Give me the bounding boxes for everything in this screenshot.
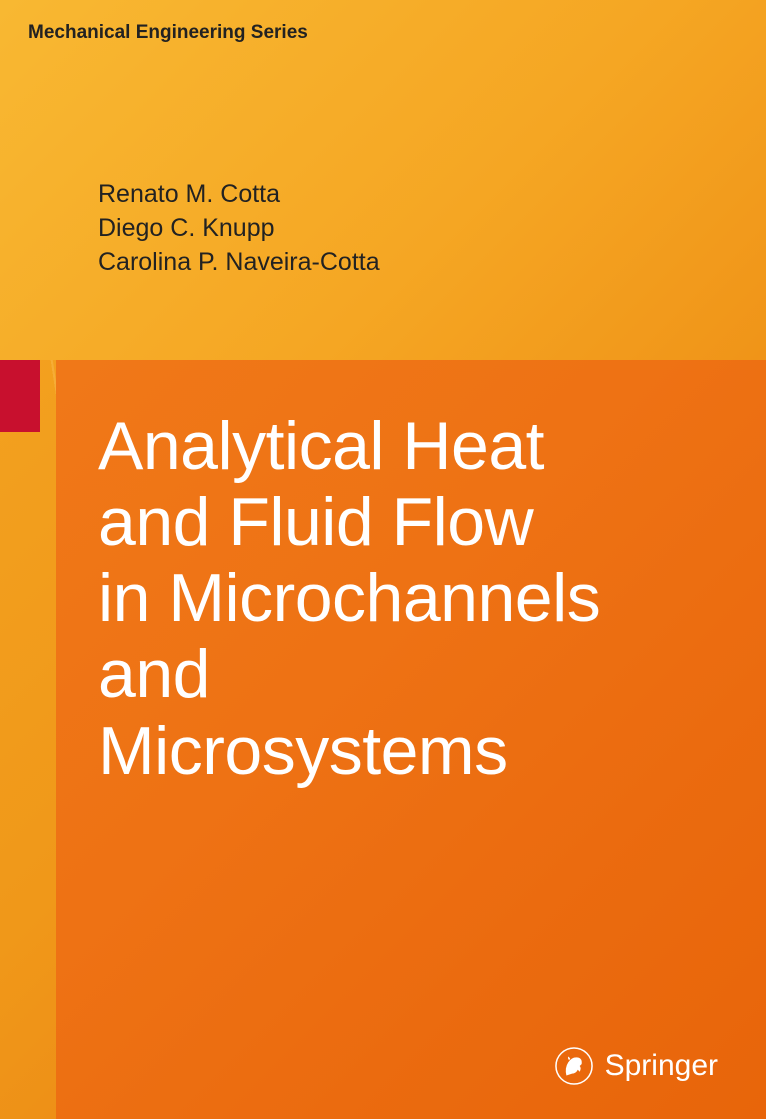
title-line-4: and [98,636,726,712]
book-title: Analytical Heat and Fluid Flow in Microc… [98,408,726,789]
author-1: Renato M. Cotta [98,178,380,212]
author-3: Carolina P. Naveira-Cotta [98,246,380,280]
red-accent-bar [0,360,40,432]
authors-block: Renato M. Cotta Diego C. Knupp Carolina … [98,178,380,279]
title-line-5: Microsystems [98,713,726,789]
title-line-3: in Microchannels [98,560,726,636]
publisher-name: Springer [605,1049,718,1083]
publisher-block: Springer [555,1047,718,1085]
title-line-1: Analytical Heat [98,408,726,484]
title-line-2: and Fluid Flow [98,484,726,560]
book-cover: Mechanical Engineering Series Renato M. … [0,0,766,1119]
author-2: Diego C. Knupp [98,212,380,246]
series-label: Mechanical Engineering Series [28,22,308,44]
title-block: Analytical Heat and Fluid Flow in Microc… [56,360,766,1119]
springer-horse-icon [555,1047,593,1085]
